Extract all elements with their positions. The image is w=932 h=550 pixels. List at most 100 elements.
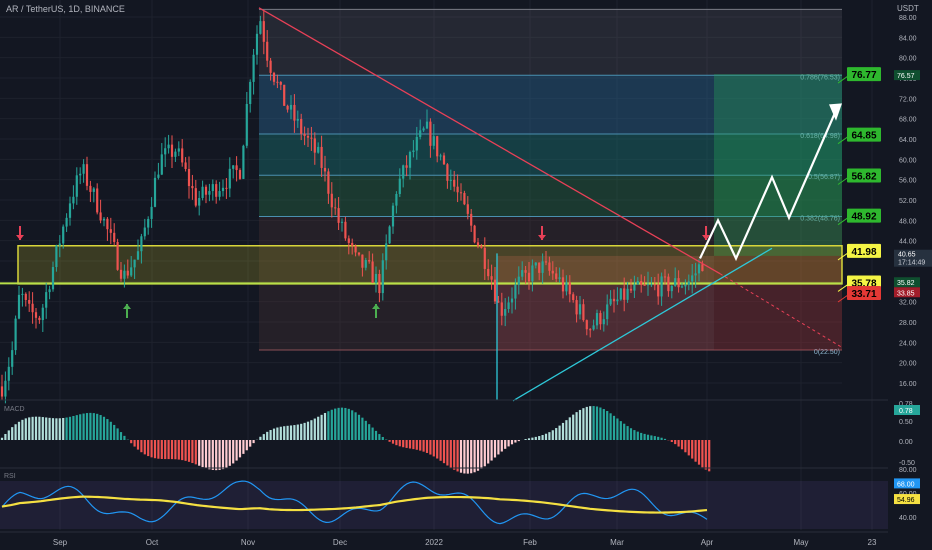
macd-bar <box>405 440 408 448</box>
candle-body <box>259 21 262 34</box>
macd-tick: -0.50 <box>899 460 915 467</box>
macd-bar <box>422 440 425 452</box>
candle-body <box>531 265 534 282</box>
macd-bar <box>323 412 327 440</box>
target-box <box>847 275 881 290</box>
candle-body <box>504 309 507 316</box>
time-tick: Nov <box>241 538 255 547</box>
macd-bar <box>436 440 439 459</box>
candle-body <box>521 270 524 277</box>
candle-body <box>211 184 214 192</box>
candle-body <box>395 193 398 206</box>
candle-body <box>476 242 480 246</box>
candle-body <box>565 282 568 292</box>
macd-histogram <box>0 406 711 474</box>
macd-bar <box>143 440 146 455</box>
candle-body <box>79 173 82 176</box>
candle-body <box>300 118 303 134</box>
macd-bar <box>368 424 371 440</box>
candle-body <box>602 319 605 325</box>
macd-bar <box>704 440 707 470</box>
candle-body <box>507 302 510 310</box>
candle-body <box>667 276 670 292</box>
macd-bar <box>412 440 415 450</box>
target-label: 76.77 <box>851 70 876 81</box>
macd-bar <box>534 436 537 440</box>
candle-body <box>677 278 680 288</box>
candle-body <box>62 226 65 244</box>
candle-body <box>415 136 418 151</box>
target-leader <box>837 294 849 303</box>
target-label: 48.92 <box>851 212 876 223</box>
price-tick: 44.00 <box>899 239 917 246</box>
candle-body <box>510 298 514 303</box>
macd-bar <box>456 440 459 472</box>
time-tick: Dec <box>333 538 347 547</box>
candle-body <box>578 304 582 315</box>
arrow-head <box>16 235 24 240</box>
macd-bar <box>276 427 279 440</box>
candle-body <box>555 273 558 279</box>
macd-bar <box>629 428 633 440</box>
target-leader <box>837 252 849 261</box>
macd-bar <box>187 440 191 462</box>
macd-bar <box>259 436 262 440</box>
candle-body <box>568 282 571 295</box>
macd-bar <box>657 436 660 440</box>
candle-body <box>187 168 191 187</box>
candle-body <box>150 206 153 219</box>
macd-bar <box>303 422 306 440</box>
macd-bar <box>75 415 78 440</box>
price-tick: 48.00 <box>899 218 917 225</box>
candle-body <box>143 227 146 237</box>
macd-current-tag <box>894 405 920 415</box>
arrow-head <box>123 304 131 309</box>
candle-body <box>490 276 493 280</box>
candle-body <box>225 187 228 189</box>
candle-body <box>68 203 72 218</box>
candle-body <box>4 380 7 397</box>
candle-body <box>340 221 344 223</box>
candle-body <box>0 386 4 397</box>
candle-body <box>11 350 14 367</box>
price-tick: 88.00 <box>899 15 917 22</box>
candle-body <box>96 188 99 213</box>
macd-bar <box>24 418 27 440</box>
candle-body <box>585 320 588 330</box>
macd-bar <box>680 440 684 450</box>
candle-body <box>126 270 129 276</box>
candle-body <box>402 165 405 179</box>
candle-body <box>164 148 167 155</box>
macd-bar <box>354 412 357 440</box>
macd-bar <box>96 413 99 440</box>
macd-bar <box>674 440 677 445</box>
candle-body <box>694 273 697 276</box>
time-tick: Feb <box>523 538 537 547</box>
candle-body <box>218 191 221 197</box>
macd-bar <box>517 440 520 442</box>
macd-bar <box>347 408 350 440</box>
candle-body <box>442 155 446 165</box>
candle-body <box>119 269 123 279</box>
target-label: 56.82 <box>851 171 876 182</box>
candle-body <box>249 81 252 104</box>
macd-bar <box>55 418 58 440</box>
macd-bar <box>181 440 184 461</box>
macd-bar <box>116 428 119 440</box>
axis-tag-value: 35.82 <box>897 280 915 287</box>
candle-body <box>51 267 55 290</box>
price-tick: 72.00 <box>899 96 917 103</box>
macd-bar <box>79 414 82 440</box>
macd-bar <box>497 440 500 455</box>
candle-body <box>276 81 279 83</box>
macd-bar <box>361 417 364 440</box>
candle-body <box>517 276 520 285</box>
price-tick: 68.00 <box>899 117 917 124</box>
price-tick: 84.00 <box>899 35 917 42</box>
candle-body <box>408 152 412 168</box>
descending-trendline <box>258 7 721 275</box>
macd-bar <box>221 440 225 470</box>
macd-bar <box>551 430 554 440</box>
time-tick: Apr <box>701 538 714 547</box>
